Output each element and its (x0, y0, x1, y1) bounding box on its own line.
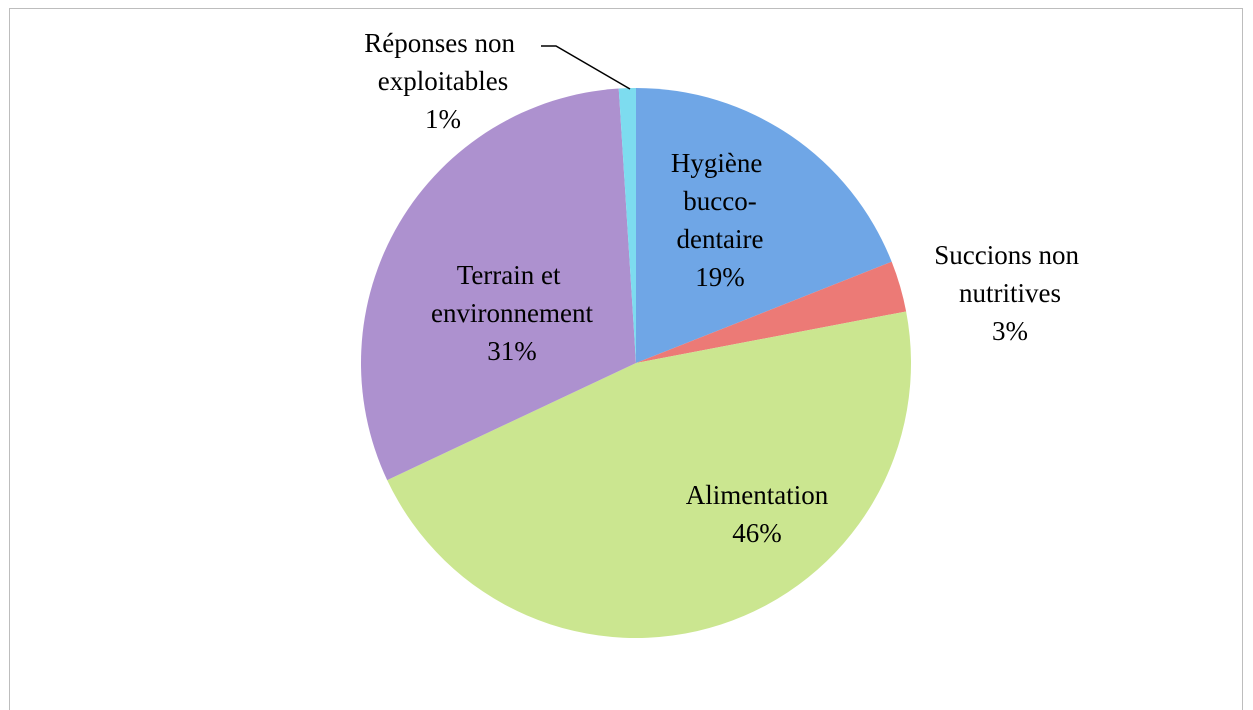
slice-value-label: 3% (992, 316, 1028, 346)
slice-label: Succions non nutritives (934, 240, 1086, 308)
pie-slice (636, 261, 907, 363)
pie-slice (618, 88, 636, 363)
slice-value-label: 1% (425, 104, 461, 134)
pie-slice (387, 311, 911, 638)
slice-label: Alimentation (686, 480, 829, 510)
slice-value-label: 46% (732, 518, 782, 548)
pie-slice (636, 88, 892, 363)
slice-label: Terrain et environnement (431, 260, 593, 328)
slice-label: Hygiène bucco-dentaire (671, 148, 769, 254)
pie-slice (360, 88, 636, 481)
slice-value-label: 19% (695, 262, 745, 292)
leader-line (541, 45, 631, 90)
slice-label: Réponses non exploitables (364, 28, 522, 96)
slice-value-label: 31% (487, 336, 537, 366)
